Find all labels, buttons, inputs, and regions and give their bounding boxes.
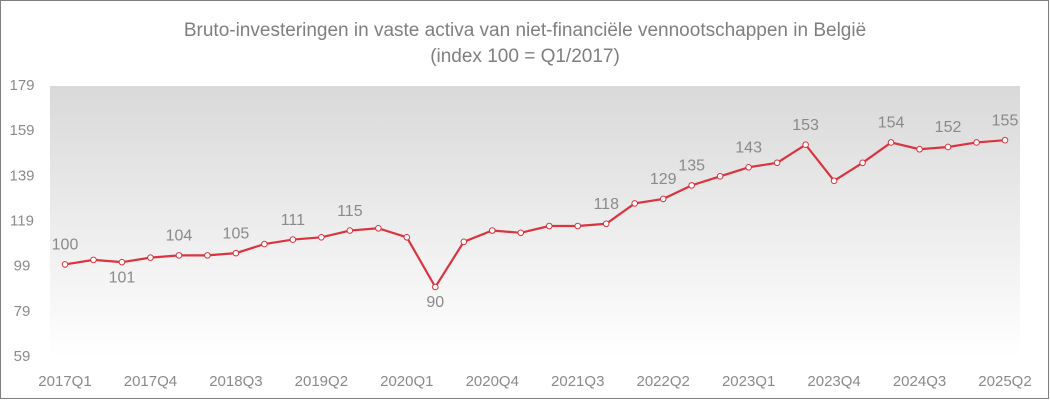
value-label: 100 — [52, 237, 79, 254]
x-tick-label: 2021Q3 — [551, 373, 604, 390]
y-tick-label: 79 — [14, 303, 31, 320]
chart-subtitle: (index 100 = Q1/2017) — [430, 46, 620, 67]
point — [517, 229, 525, 237]
point — [916, 145, 923, 153]
x-tick-label: 2023Q4 — [807, 373, 860, 390]
point — [574, 222, 582, 230]
point — [745, 164, 752, 171]
y-tick-label: 139 — [9, 167, 34, 184]
point — [830, 177, 838, 185]
point — [118, 258, 126, 266]
point — [261, 240, 268, 248]
point — [432, 283, 439, 291]
point — [602, 220, 610, 228]
value-label: 153 — [792, 117, 819, 134]
point — [887, 139, 895, 146]
value-label: 135 — [678, 158, 705, 175]
value-label: 111 — [281, 212, 305, 229]
value-label: 101 — [109, 269, 136, 286]
value-label: 155 — [992, 112, 1019, 129]
point — [232, 249, 240, 257]
x-tick-label: 2020Q1 — [380, 373, 433, 390]
x-tick-label: 2023Q1 — [722, 373, 775, 390]
point — [175, 252, 183, 259]
x-tick-label: 2022Q2 — [636, 373, 689, 390]
point — [944, 143, 952, 151]
point — [688, 182, 695, 189]
point — [802, 141, 809, 149]
value-label: 90 — [426, 294, 444, 311]
point — [61, 261, 69, 268]
y-tick-label: 59 — [14, 348, 31, 365]
chart-title: Bruto-investeringen in vaste activa van … — [184, 20, 866, 41]
point — [859, 159, 866, 167]
point — [488, 227, 496, 234]
x-tick-label: 2017Q1 — [38, 373, 91, 390]
point — [716, 173, 724, 180]
point — [773, 159, 781, 167]
point — [973, 139, 980, 146]
point — [1001, 136, 1009, 144]
value-label: 129 — [650, 171, 677, 188]
point — [318, 234, 325, 241]
point — [403, 234, 411, 241]
value-label: 118 — [593, 196, 619, 213]
point — [90, 256, 97, 264]
value-label: 105 — [223, 225, 250, 242]
point — [659, 195, 667, 203]
x-tick-label: 2025Q2 — [978, 373, 1031, 390]
x-tick-label: 2020Q4 — [466, 373, 519, 390]
series-line — [64, 139, 1006, 290]
point — [545, 222, 553, 230]
value-label: 152 — [935, 119, 962, 136]
value-label: 115 — [337, 203, 363, 220]
point — [147, 254, 154, 261]
y-tick-label: 99 — [14, 258, 31, 275]
y-tick-label: 179 — [9, 77, 34, 94]
x-tick-label: 2017Q4 — [124, 373, 177, 390]
plot-area — [50, 86, 1020, 357]
x-tick-label: 2018Q3 — [209, 373, 262, 390]
point — [204, 252, 211, 259]
point — [346, 227, 354, 234]
value-label: 143 — [735, 140, 762, 157]
point — [375, 224, 382, 232]
point — [460, 238, 468, 246]
point — [631, 200, 638, 207]
x-tick-label: 2019Q2 — [295, 373, 348, 390]
value-label: 104 — [166, 228, 193, 245]
point — [289, 236, 297, 243]
y-tick-label: 159 — [9, 122, 34, 139]
value-label: 154 — [878, 115, 905, 132]
x-tick-label: 2024Q3 — [893, 373, 946, 390]
y-tick-label: 119 — [10, 212, 34, 229]
